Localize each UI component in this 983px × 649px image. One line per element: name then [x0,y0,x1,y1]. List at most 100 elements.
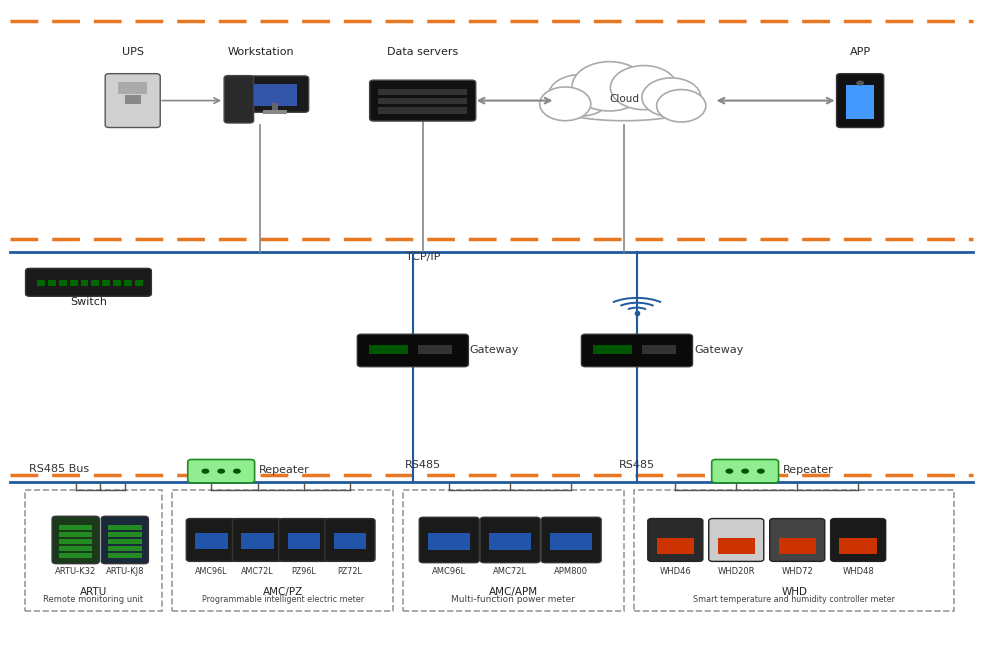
Text: Gateway: Gateway [470,345,519,356]
Circle shape [233,469,241,474]
FancyBboxPatch shape [480,517,541,563]
Text: ARTU: ARTU [80,587,107,596]
Text: WHD46: WHD46 [660,567,691,576]
FancyBboxPatch shape [105,74,160,127]
FancyBboxPatch shape [419,517,480,563]
Text: AMC96L: AMC96L [195,567,228,576]
Bar [113,280,121,286]
Text: Repeater: Repeater [259,465,310,475]
Bar [490,533,531,550]
Bar [59,280,67,286]
Bar [25,490,162,611]
Circle shape [741,469,749,474]
Bar [254,84,297,106]
Bar [81,280,88,286]
Bar [108,553,142,558]
Bar [839,538,877,554]
FancyBboxPatch shape [358,334,468,367]
Bar [429,533,470,550]
FancyBboxPatch shape [187,519,236,561]
Bar [37,280,45,286]
FancyBboxPatch shape [26,269,151,296]
Bar [657,538,694,554]
FancyBboxPatch shape [324,519,375,561]
Bar [378,107,467,114]
Bar [108,524,142,530]
Text: RS485: RS485 [405,460,440,470]
Bar [846,85,874,119]
FancyBboxPatch shape [224,76,254,123]
Bar [59,532,92,537]
Bar [333,533,366,549]
FancyBboxPatch shape [101,517,148,563]
Bar [242,533,273,549]
Bar [287,533,319,549]
Text: Switch: Switch [70,297,107,307]
Bar [634,490,954,611]
Text: RS485: RS485 [619,460,655,470]
Bar [550,533,592,550]
Circle shape [202,469,209,474]
Circle shape [642,78,701,117]
FancyBboxPatch shape [831,519,886,561]
Text: APM800: APM800 [554,567,588,576]
FancyBboxPatch shape [541,517,601,563]
Text: PZ72L: PZ72L [337,567,363,576]
Bar [59,524,92,530]
Bar [48,280,56,286]
Bar [172,490,393,611]
Bar [135,280,143,286]
Text: ARTU-K32: ARTU-K32 [55,567,96,576]
Text: APP: APP [849,47,871,57]
Bar [118,82,147,94]
Bar [418,345,452,354]
Circle shape [856,80,864,86]
Bar [403,490,624,611]
Text: TCP/IP: TCP/IP [406,252,439,262]
Text: WHD: WHD [781,587,807,596]
Bar [718,538,755,554]
FancyBboxPatch shape [232,519,283,561]
Bar [70,280,78,286]
Circle shape [540,87,591,121]
Text: WHD20R: WHD20R [718,567,755,576]
Text: ARTU-KJ8: ARTU-KJ8 [105,567,145,576]
FancyBboxPatch shape [242,76,309,112]
Bar [369,345,408,354]
Text: Smart temperature and humidity controller meter: Smart temperature and humidity controlle… [693,595,896,604]
Bar [108,546,142,551]
Bar [378,98,467,104]
FancyBboxPatch shape [188,459,255,483]
Text: Cloud: Cloud [609,94,639,104]
Bar [125,95,141,104]
Circle shape [657,90,706,122]
Text: AMC72L: AMC72L [241,567,274,576]
Bar [263,110,287,114]
FancyBboxPatch shape [648,519,703,561]
Bar [593,345,632,354]
Circle shape [549,75,611,116]
Circle shape [725,469,733,474]
Bar [642,345,676,354]
Bar [59,553,92,558]
Text: Remote monitoring unit: Remote monitoring unit [43,595,144,604]
FancyBboxPatch shape [837,74,884,127]
Bar [108,532,142,537]
FancyBboxPatch shape [52,517,99,563]
Text: Repeater: Repeater [782,465,834,475]
FancyBboxPatch shape [370,80,476,121]
Bar [59,546,92,551]
Bar [779,538,816,554]
Circle shape [757,469,765,474]
Text: AMC/APM: AMC/APM [489,587,538,596]
Text: PZ96L: PZ96L [291,567,317,576]
FancyBboxPatch shape [279,519,328,561]
Bar [272,103,278,111]
Ellipse shape [555,93,693,121]
Text: WHD72: WHD72 [781,567,813,576]
FancyBboxPatch shape [582,334,692,367]
FancyBboxPatch shape [770,519,825,561]
Text: AMC/PZ: AMC/PZ [263,587,303,596]
Circle shape [610,66,677,110]
Circle shape [217,469,225,474]
